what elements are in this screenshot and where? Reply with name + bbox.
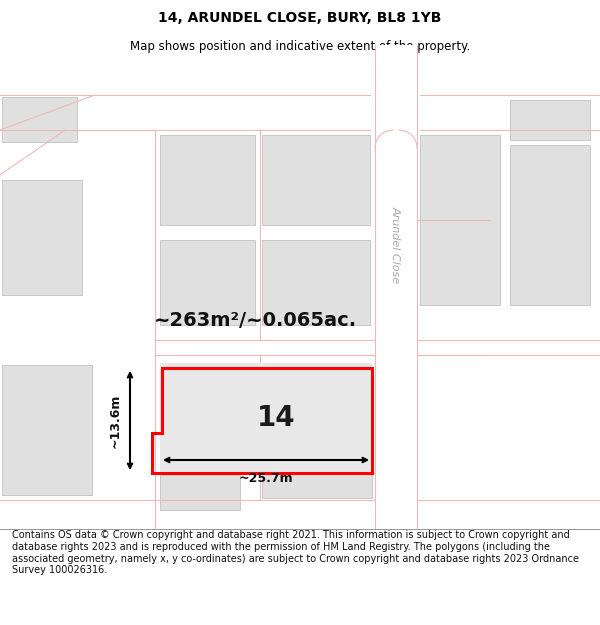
Bar (0, 90, 600, 130)
Bar (2, 97, 77, 142)
Bar (375, 45, 417, 530)
Text: Contains OS data © Crown copyright and database right 2021. This information is : Contains OS data © Crown copyright and d… (12, 530, 579, 575)
Bar (2, 365, 92, 495)
Bar (160, 240, 255, 325)
Bar (510, 100, 590, 140)
Text: Arundel Close: Arundel Close (391, 206, 401, 284)
Bar (420, 135, 500, 305)
Bar (262, 460, 372, 498)
Text: 14, ARUNDEL CLOSE, BURY, BL8 1YB: 14, ARUNDEL CLOSE, BURY, BL8 1YB (158, 11, 442, 26)
Bar (262, 240, 370, 325)
Bar (160, 363, 372, 473)
Text: Map shows position and indicative extent of the property.: Map shows position and indicative extent… (130, 40, 470, 53)
Bar (262, 135, 370, 225)
Text: 14: 14 (257, 404, 296, 432)
Bar (160, 135, 255, 225)
Text: ~263m²/~0.065ac.: ~263m²/~0.065ac. (154, 311, 356, 330)
Bar (2, 180, 82, 295)
Bar (510, 145, 590, 305)
Bar (160, 475, 240, 510)
Text: ~13.6m: ~13.6m (109, 393, 122, 448)
Text: ~25.7m: ~25.7m (239, 472, 293, 485)
